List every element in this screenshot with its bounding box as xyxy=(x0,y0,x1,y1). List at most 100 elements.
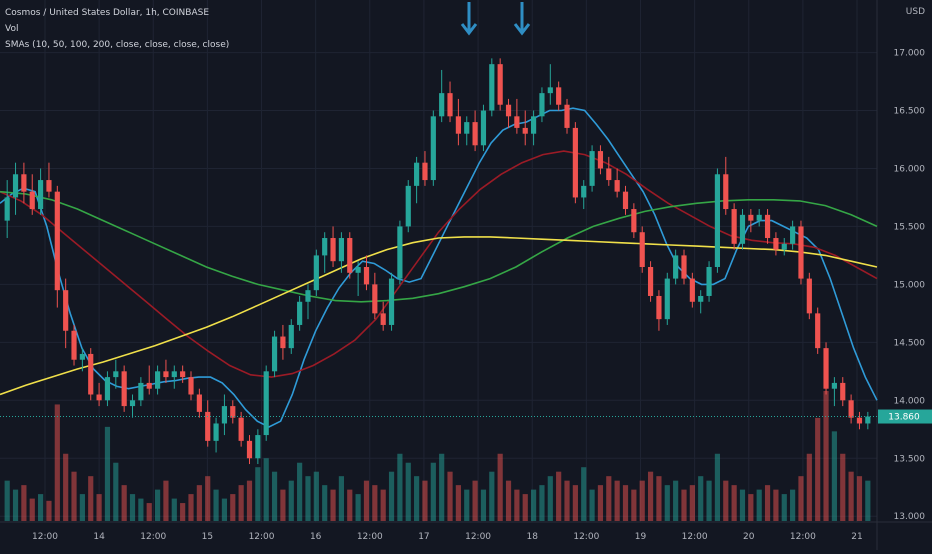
candle-body xyxy=(288,324,294,349)
volume-bar xyxy=(480,489,487,521)
volume-bar xyxy=(539,485,545,521)
y-tick-label: 14.000 xyxy=(894,396,926,406)
volume-bar xyxy=(363,480,370,521)
volume-bar xyxy=(597,485,604,521)
volume-bar xyxy=(606,476,612,521)
candle-body xyxy=(823,348,829,389)
candle-body xyxy=(313,255,319,291)
volume-bar xyxy=(581,467,587,521)
volume-bar xyxy=(547,476,553,521)
y-tick-label: 16.000 xyxy=(894,164,926,174)
volume-bar xyxy=(88,476,94,521)
x-tick-label: 20 xyxy=(743,532,755,542)
volume-bar xyxy=(205,476,211,521)
volume-bar xyxy=(171,498,177,521)
y-tick-label: 13.000 xyxy=(894,512,926,522)
candle-body xyxy=(146,382,152,389)
candle-body xyxy=(656,295,662,320)
volume-bar xyxy=(397,453,403,521)
volume-indicator-label[interactable]: Vol xyxy=(5,24,19,34)
y-tick-label: 17.000 xyxy=(894,49,926,59)
price-axis-unit: USD xyxy=(906,7,925,17)
x-tick-label: 12:00 xyxy=(790,532,816,542)
volume-bar xyxy=(188,494,194,521)
candle-body xyxy=(163,371,169,378)
volume-bar xyxy=(146,503,152,521)
candle-body xyxy=(556,87,562,105)
candle-body xyxy=(171,371,177,378)
candle-body xyxy=(848,400,854,418)
x-tick-label: 19 xyxy=(635,532,647,542)
volume-bar xyxy=(221,498,228,521)
candle-body xyxy=(514,116,520,128)
volume-bar xyxy=(514,489,520,521)
candle-body xyxy=(581,185,587,198)
x-tick-label: 12:00 xyxy=(140,532,166,542)
candle-body xyxy=(322,238,328,256)
volume-bar xyxy=(505,480,512,521)
candle-body xyxy=(21,174,27,192)
volume-bar xyxy=(723,480,729,521)
candle-body xyxy=(263,371,269,436)
volume-bar xyxy=(4,480,10,521)
volume-bar xyxy=(489,471,495,521)
volume-bar xyxy=(163,480,169,521)
x-tick-label: 15 xyxy=(202,532,213,542)
volume-bar xyxy=(263,458,269,521)
volume-bar xyxy=(773,489,779,521)
candle-body xyxy=(213,423,219,441)
candle-body xyxy=(205,411,211,441)
volume-bar xyxy=(104,426,111,521)
candle-body xyxy=(221,406,228,424)
volume-bar xyxy=(213,489,219,521)
symbol-title[interactable]: Cosmos / United States Dollar, 1h, COINB… xyxy=(5,8,210,18)
volume-bar xyxy=(388,471,395,521)
down-arrow-icon xyxy=(513,23,531,36)
volume-bar xyxy=(714,453,721,521)
candle-body xyxy=(397,226,403,279)
candle-body xyxy=(230,406,236,418)
volume-bar xyxy=(54,404,60,521)
volume-bar xyxy=(706,480,712,521)
candle-body xyxy=(46,180,52,192)
candle-body xyxy=(647,267,654,296)
volume-bar xyxy=(238,485,244,521)
x-tick-label: 14 xyxy=(93,532,105,542)
volume-bar xyxy=(472,480,478,521)
volume-bar xyxy=(572,485,578,521)
x-tick-label: 12:00 xyxy=(357,532,383,542)
volume-bar xyxy=(355,494,361,521)
candle-body xyxy=(689,278,695,302)
volume-bar xyxy=(154,489,161,521)
candle-body xyxy=(664,278,670,320)
candle-body xyxy=(113,371,119,378)
down-arrow-icon xyxy=(460,23,478,36)
candle-body xyxy=(840,382,846,401)
volume-bar xyxy=(46,500,52,521)
volume-bar xyxy=(63,453,69,521)
volume-bar xyxy=(614,480,620,521)
candle-body xyxy=(739,214,746,244)
candle-body xyxy=(388,278,395,325)
candle-body xyxy=(606,168,612,181)
volume-bar xyxy=(815,417,821,521)
x-tick-label: 12:00 xyxy=(573,532,599,542)
candle-body xyxy=(196,394,202,412)
candle-body xyxy=(505,104,512,117)
candle-body xyxy=(79,353,85,360)
x-tick-label: 18 xyxy=(526,532,538,542)
candle-body xyxy=(706,267,712,296)
candle-body xyxy=(698,295,704,302)
volume-bar xyxy=(288,480,294,521)
sma-indicator-label[interactable]: SMAs (10, 50, 100, 200, close, close, cl… xyxy=(5,40,230,50)
candle-body xyxy=(88,353,94,395)
candle-body xyxy=(305,290,311,302)
candle-body xyxy=(781,243,787,250)
volume-bar xyxy=(806,453,812,521)
candle-body xyxy=(430,116,436,181)
volume-bar xyxy=(338,476,344,521)
y-tick-label: 15.500 xyxy=(894,222,926,232)
candle-body xyxy=(29,191,35,210)
